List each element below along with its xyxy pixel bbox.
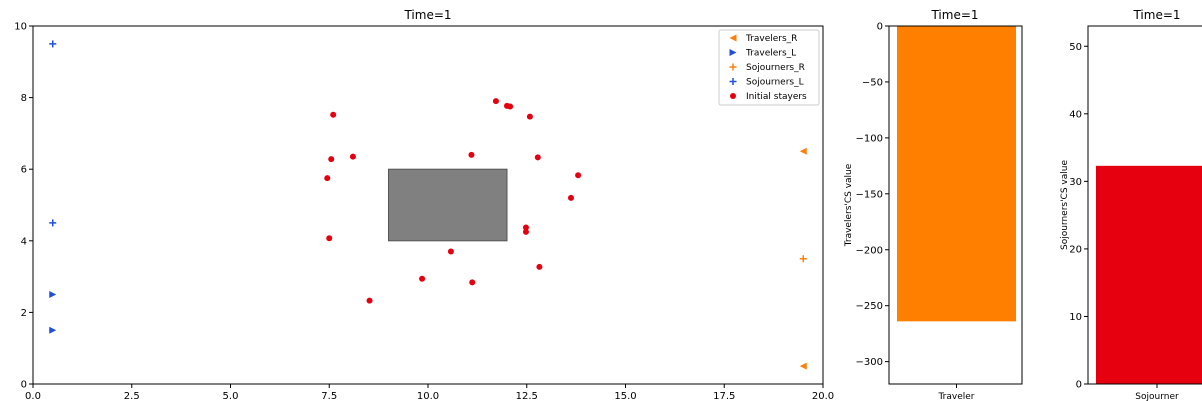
- y-tick-label: 6: [21, 165, 27, 176]
- scatter-y-ticks: 0 2 4 6 8 10: [14, 22, 33, 391]
- sojourners-bars: [1096, 165, 1202, 384]
- legend-label: Sojourners_L: [746, 78, 804, 88]
- travelers-bar-title: Time=1: [930, 8, 978, 22]
- data-point: [526, 113, 533, 120]
- y-tick-label: −150: [856, 189, 883, 200]
- legend-marker: [729, 49, 737, 56]
- y-tick-label: 50: [1069, 42, 1082, 53]
- data-point: [324, 175, 331, 182]
- x-tick-label: 20.0: [812, 391, 834, 401]
- x-tick-label: 17.5: [713, 391, 735, 401]
- travelers-axes-frame: [888, 25, 1023, 385]
- sojourners-axes-frame: [1087, 25, 1202, 385]
- y-tick-label: 8: [21, 93, 27, 104]
- x-tick-label: 0.0: [25, 391, 41, 401]
- y-tick-label: −100: [856, 133, 883, 144]
- x-tick-label: 7.5: [321, 391, 337, 401]
- legend-label: Travelers_L: [745, 49, 796, 59]
- data-point: [567, 194, 574, 201]
- y-tick-label: 4: [21, 236, 27, 247]
- sojourners-x-ticks: Sojourner: [1135, 384, 1179, 401]
- data-point: [49, 326, 57, 334]
- data-point: [330, 111, 337, 118]
- y-tick-label: 40: [1069, 109, 1082, 120]
- y-tick-label: 0: [877, 22, 883, 33]
- scatter-legend: Travelers_R Travelers_L Sojourners_R Sojour…: [718, 29, 820, 106]
- y-tick-label: 0: [1076, 380, 1082, 391]
- travelers-bars: [897, 26, 1016, 322]
- travelers-x-ticks: Traveler: [938, 384, 975, 401]
- obstacle-rectangle: [388, 168, 508, 242]
- data-point: [366, 297, 373, 304]
- sojourners-bar-panel: Time=1 0 10 20 30 40 50 Sojourners'CS value S…: [1060, 8, 1202, 401]
- y-tick-label: 2: [21, 308, 27, 319]
- data-point: [799, 147, 807, 155]
- legend-marker: [729, 63, 737, 71]
- scatter-title: Time=1: [403, 8, 451, 22]
- data-point: [49, 40, 57, 48]
- x-tick-label: Sojourner: [1135, 392, 1179, 401]
- y-tick-label: 10: [1069, 312, 1082, 323]
- data-point: [492, 98, 499, 105]
- obstacle-fill: [388, 168, 508, 242]
- sojourners-bar-title: Time=1: [1132, 8, 1180, 22]
- y-tick-label: −200: [856, 245, 883, 256]
- data-point: [799, 255, 807, 263]
- y-tick-label: −50: [862, 77, 883, 88]
- scatter-points: [49, 40, 807, 370]
- data-point: [469, 279, 476, 286]
- data-point: [447, 248, 454, 255]
- legend-label: Travelers_R: [745, 34, 797, 44]
- data-point: [507, 103, 514, 110]
- legend-entries: Travelers_R Travelers_L Sojourners_R Sojour…: [729, 34, 807, 102]
- data-point: [49, 291, 57, 298]
- x-tick-label: 2.5: [124, 391, 140, 401]
- scatter-axes-frame: [32, 25, 824, 385]
- scatter-panel: Time=1 0.0 2.5 5.0 7.5 10.0 12.5 15.0 17.5 2 0.0 …: [14, 8, 834, 401]
- data-point: [328, 156, 335, 163]
- y-tick-label: 30: [1069, 177, 1082, 188]
- legend-label: Sojourners_R: [746, 63, 805, 73]
- bar: [897, 26, 1016, 322]
- data-point: [536, 263, 543, 270]
- sojourners-y-label: Sojourners'CS value: [1060, 160, 1070, 250]
- y-tick-label: 0: [21, 380, 27, 391]
- travelers-bar-panel: Time=1 0 −50 −100 −150 −200 −250 −300 Traveler…: [844, 8, 1023, 401]
- sojourners-y-ticks: 0 10 20 30 40 50: [1069, 42, 1088, 391]
- legend-label: Initial stayers: [746, 92, 807, 102]
- scatter-x-ticks: 0.0 2.5 5.0 7.5 10.0 12.5 15.0 17.5 20.0: [25, 384, 834, 401]
- x-tick-label: 5.0: [223, 391, 239, 401]
- legend-marker: [730, 93, 736, 99]
- legend-marker: [729, 78, 737, 85]
- y-tick-label: −250: [856, 301, 883, 312]
- data-point: [522, 228, 529, 235]
- data-point: [49, 219, 57, 227]
- y-tick-label: −300: [856, 357, 883, 368]
- bar: [1096, 165, 1202, 384]
- data-point: [468, 151, 475, 158]
- data-point: [326, 235, 333, 242]
- data-point: [575, 172, 582, 179]
- x-tick-label: Traveler: [938, 392, 975, 401]
- legend-marker: [729, 34, 737, 42]
- data-point: [522, 224, 529, 231]
- legend-box: [718, 29, 820, 106]
- x-tick-label: 12.5: [516, 391, 538, 401]
- y-tick-label: 20: [1069, 244, 1082, 255]
- x-tick-label: 10.0: [417, 391, 439, 401]
- travelers-y-ticks: 0 −50 −100 −150 −200 −250 −300: [856, 22, 889, 368]
- data-point: [799, 362, 807, 370]
- data-point: [419, 275, 426, 282]
- data-point: [534, 154, 541, 161]
- x-tick-label: 15.0: [614, 391, 636, 401]
- y-tick-label: 10: [14, 22, 27, 33]
- travelers-y-label: Travelers'CS value: [844, 163, 854, 247]
- data-point: [349, 153, 356, 160]
